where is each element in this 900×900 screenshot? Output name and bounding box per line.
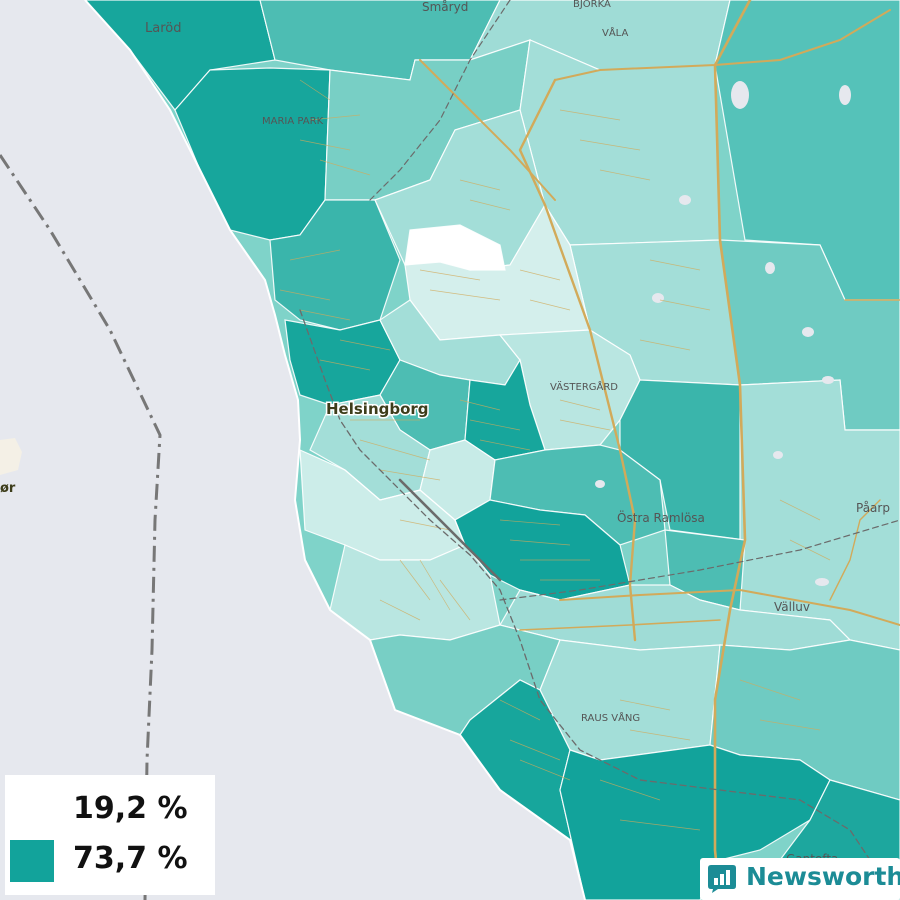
lakes xyxy=(595,81,851,586)
place-raus-vang: RAUS VÅNG xyxy=(581,711,640,724)
danish-shore xyxy=(0,438,22,475)
brand-badge[interactable]: Newsworthy xyxy=(700,858,900,900)
place-vala: VÅLA xyxy=(602,26,628,39)
legend-label-max: 73,7 % xyxy=(73,841,188,876)
railways xyxy=(299,0,900,861)
legend-swatch-max xyxy=(10,840,54,882)
legend-swatch-min xyxy=(10,790,54,832)
bar-chart-icon xyxy=(708,865,736,893)
brand-name: Newsworthy xyxy=(746,862,900,891)
place-helsingor-fragment: ør xyxy=(0,481,16,496)
place-larod: Laröd xyxy=(145,21,181,36)
place-bjorka: BJÖRKA xyxy=(573,0,611,10)
region xyxy=(539,639,721,761)
legend-label-min: 19,2 % xyxy=(73,791,188,826)
place-helsingborg: Helsingborg xyxy=(326,400,429,418)
place-vastergard: VÄSTERGÅRD xyxy=(550,380,618,393)
coastline xyxy=(84,0,586,900)
roads xyxy=(419,0,900,900)
place-smaryd: Småryd xyxy=(422,0,468,14)
legend-row-min: 19,2 % xyxy=(5,785,215,832)
place-labels: Laröd Småryd BJÖRKA VÅLA MARIA PARK Hels… xyxy=(0,0,890,866)
legend: 19,2 % 73,7 % xyxy=(5,775,215,895)
region-layer xyxy=(84,0,900,900)
region xyxy=(404,224,506,271)
sea-border xyxy=(0,154,162,900)
place-maria-park: MARIA PARK xyxy=(262,116,324,127)
streets xyxy=(279,79,831,831)
legend-row-max: 73,7 % xyxy=(5,835,215,882)
region xyxy=(269,199,401,331)
place-ostra-ramlosa: Östra Ramlösa xyxy=(617,509,705,525)
place-paarp: Påarp xyxy=(856,501,890,515)
place-valluv: Välluv xyxy=(774,600,810,614)
